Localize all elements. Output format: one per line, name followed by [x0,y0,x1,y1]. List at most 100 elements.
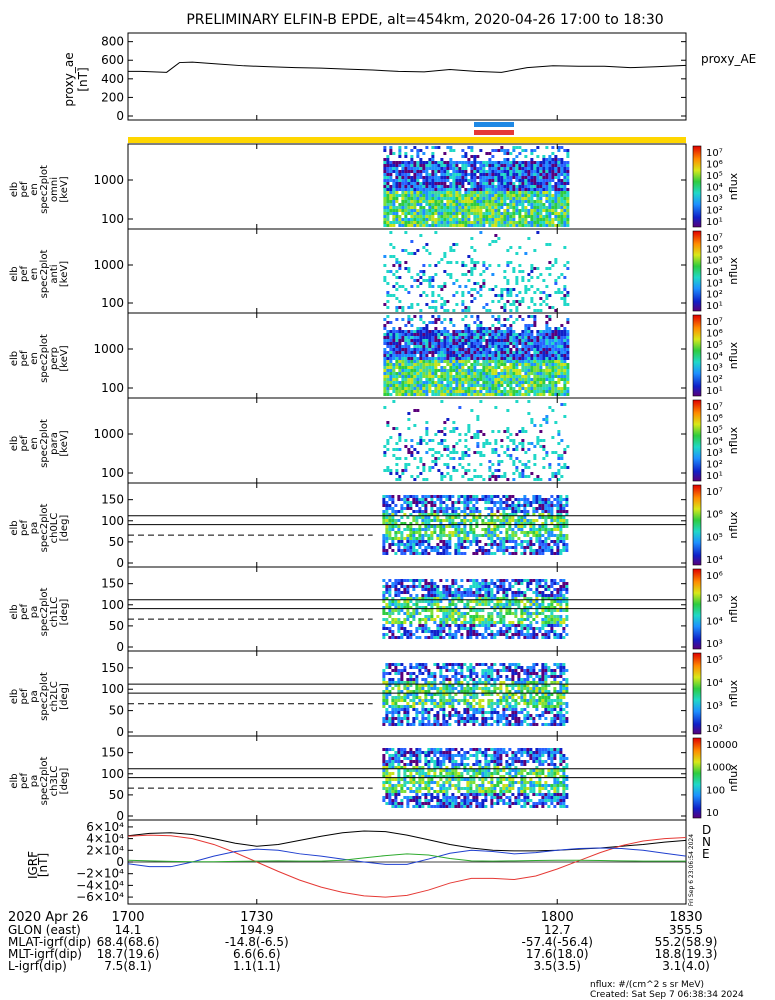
spectrogram-pixel [491,375,495,378]
spectrogram-pixel [491,170,495,173]
spectrogram-pixel [389,161,393,164]
spectrogram-pixel [452,357,456,360]
spectrogram-pixel [413,194,417,197]
spectrogram-pixel [446,179,450,182]
spectrogram-pixel [428,351,432,354]
pitch-angle-pixel [427,582,431,585]
spectrogram-pixel [392,427,396,430]
spectrogram-pixel [554,366,558,369]
pitch-angle-pixel [403,633,407,636]
spectrogram-pixel [554,188,558,191]
pitch-angle-pixel [415,549,419,552]
pitch-angle-pixel [502,519,506,522]
spectrogram-pixel [434,351,438,354]
spectrogram-pixel [479,203,483,206]
spectrogram-pixel [470,176,474,179]
pitch-angle-pixel [400,522,404,525]
spectrogram-pixel [563,246,567,249]
pitch-angle-pixel [502,552,506,555]
y-axis-label: elb pef en spec2plot para [keV] [9,419,70,468]
spectrogram-pixel [452,161,456,164]
pitch-angle-pixel [394,525,398,528]
spectrogram-pixel [557,430,561,433]
spectrogram-pixel [515,375,519,378]
spectrogram-pixel [446,218,450,221]
spectrogram-pixel [500,170,504,173]
spectrogram-pixel [542,378,546,381]
pitch-angle-pixel [547,531,551,534]
spectrogram-pixel [554,291,558,294]
pitch-angle-pixel [466,606,470,609]
spectrogram-pixel [422,351,426,354]
spectrogram-pixel [563,451,567,454]
spectrogram-pixel [386,185,390,188]
pitch-angle-pixel [550,516,554,519]
spectrogram-pixel [395,360,399,363]
spectrogram-pixel [434,264,438,267]
pitch-angle-pixel [430,606,434,609]
spectrogram-pixel [524,330,528,333]
spectrogram-pixel [551,387,555,390]
spectrogram-pixel [554,390,558,393]
spectrogram-pixel [434,224,438,227]
spectrogram-pixel [425,203,429,206]
spectrogram-pixel [458,384,462,387]
spectrogram-pixel [521,475,525,478]
pitch-angle-pixel [436,600,440,603]
spectrogram-pixel [464,191,468,194]
spectrogram-pixel [515,294,519,297]
spectrogram-pixel [449,246,453,249]
spectrogram-pixel [407,330,411,333]
spectrogram-pixel [416,197,420,200]
spectrogram-pixel [524,197,528,200]
spectrogram-pixel [509,176,513,179]
spectrogram-pixel [464,433,468,436]
spectrogram-pixel [401,354,405,357]
pitch-angle-pixel [538,534,542,537]
spectrogram-pixel [410,221,414,224]
pitch-angle-pixel [565,522,569,525]
spectrogram-pixel [458,345,462,348]
spectrogram-pixel [560,170,564,173]
spectrogram-pixel [398,194,402,197]
pitch-angle-pixel [469,627,473,630]
spectrogram-pixel [509,182,513,185]
pitch-angle-pixel [445,588,449,591]
spectrogram-pixel [452,282,456,285]
spectrogram-pixel [503,152,507,155]
spectrogram-pixel [503,372,507,375]
spectrogram-pixel [440,206,444,209]
spectrogram-pixel [548,267,552,270]
pitch-angle-pixel [454,603,458,606]
pitch-angle-pixel [463,519,467,522]
pitch-angle-pixel [430,504,434,507]
colorbar-tick-label: 10⁷ [706,148,723,159]
spectrogram-pixel [437,442,441,445]
spectrogram-pixel [557,393,561,396]
spectrogram-pixel [473,393,477,396]
pitch-angle-pixel [445,621,449,624]
spectrogram-pixel [422,194,426,197]
spectrogram-pixel [509,381,513,384]
spectrogram-pixel [539,387,543,390]
spectrogram-pixel [539,182,543,185]
spectrogram-pixel [536,339,540,342]
spectrogram-pixel [458,439,462,442]
pitch-angle-pixel [388,600,392,603]
spectrogram-pixel [530,297,534,300]
spectrogram-pixel [479,363,483,366]
spectrogram-pixel [425,387,429,390]
pitch-angle-pixel [475,600,479,603]
pitch-angle-pixel [493,543,497,546]
spectrogram-pixel [506,167,510,170]
spectrogram-pixel [509,197,513,200]
pitch-angle-pixel [463,594,467,597]
spectrogram-pixel [464,176,468,179]
spectrogram-pixel [467,384,471,387]
pitch-angle-pixel [439,627,443,630]
spectrogram-pixel [566,164,570,167]
pitch-angle-pixel [457,630,461,633]
pitch-angle-pixel [445,597,449,600]
spectrogram-pixel [383,366,387,369]
spectrogram-pixel [434,173,438,176]
